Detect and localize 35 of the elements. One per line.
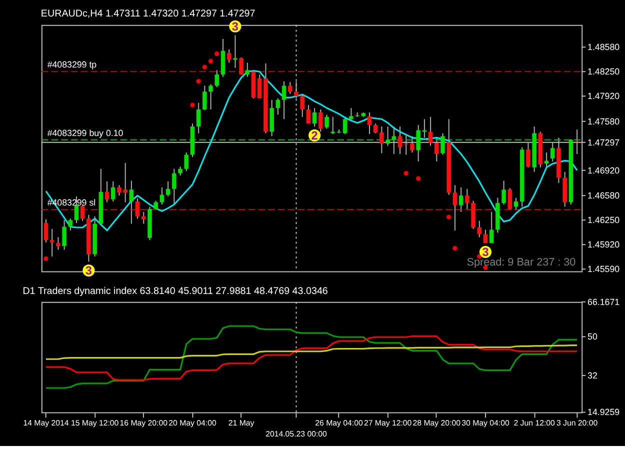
y-tick-label: 1.46920 <box>588 165 620 176</box>
ref-line-label: #4083299 tp <box>47 60 97 70</box>
annotation: 3 <box>85 263 92 278</box>
annotation: 3 <box>482 244 490 259</box>
x-tick-label: 26 May 04:00 <box>315 418 364 428</box>
annotation: 3 <box>232 19 239 34</box>
x-tick-label: 28 May 20:00 <box>412 418 462 428</box>
x-tick-label: 30 May 04:00 <box>462 418 510 428</box>
y-tick-label: 1.47580 <box>588 116 620 126</box>
y-tick-label: 1.45920 <box>588 240 620 250</box>
x-tick-label: 3 Jun 20:00 <box>556 418 598 428</box>
x-tick-label: 14 May 2014 <box>23 418 70 428</box>
y-tick-label: 1.47297 <box>588 137 620 148</box>
y-tick-label: 1.48580 <box>588 42 620 52</box>
y-tick-label: 1.48250 <box>588 66 620 77</box>
y-tick-label: 1.47920 <box>588 91 620 102</box>
x-tick-label: 16 May 20:00 <box>120 418 168 428</box>
y-tick-label: 50 <box>588 332 598 342</box>
chart-title: EURAUDc,H4 1.47311 1.47320 1.47297 1.47297 <box>40 8 256 20</box>
x-tick-label: 15 May 12:00 <box>70 418 120 428</box>
x-tick-label: 27 May 12:00 <box>364 418 412 428</box>
ref-line-label: #4083299 buy 0.10 <box>47 128 124 138</box>
y-tick-label: 1.46250 <box>588 215 620 226</box>
chart-title: D1 Traders dynamic index 63.8140 45.9011 27.9881 48.4769 43.0346 <box>22 286 328 297</box>
x-tick-label: 21 May <box>228 418 254 428</box>
annotation: 2 <box>311 128 318 142</box>
x-tick-label: 2014.05.23 00:00 <box>266 429 328 438</box>
y-tick-label: 32 <box>588 370 598 380</box>
x-tick-label: 2 Jun 12:00 <box>514 418 556 428</box>
y-tick-label: 1.46580 <box>588 190 620 201</box>
y-tick-label: 1.45590 <box>588 264 620 274</box>
x-tick-label: 20 May 04:00 <box>168 418 217 428</box>
y-tick-label: 14.9259 <box>588 407 620 418</box>
y-tick-label: 66.1671 <box>588 296 620 307</box>
annotation: Spread: 9 Bar 237 : 30 <box>466 256 576 268</box>
